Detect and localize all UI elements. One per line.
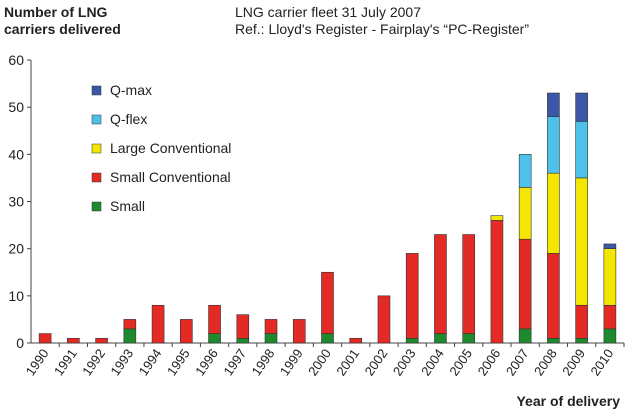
bar-segment-large-conventional [547,172,560,254]
bar-segment-small-conventional [151,304,165,344]
bar-segment-large-conventional [603,248,617,306]
bar-segment-small-conventional [349,337,363,344]
bar-segment-small-conventional [405,253,419,339]
bar-segment-small [321,333,334,344]
y-tick-label: 30 [8,194,24,210]
bar-segment-large-conventional [518,187,532,240]
x-tick-label: 1992 [79,346,108,378]
bar-segment-small-conventional [518,238,532,330]
bar-segment-small-conventional [38,333,52,344]
legend-swatch [91,201,102,212]
y-tick-label: 60 [8,52,24,68]
y-tick-label: 20 [8,241,24,257]
bar-segment-small-conventional [462,234,475,334]
x-tick-label: 1991 [51,346,80,378]
bar-segment-small-conventional [575,304,588,339]
x-axis-title: Year of delivery [516,393,620,409]
x-tick-label: 2003 [390,346,419,378]
y-tick-label: 50 [8,99,24,115]
bar-segment-small-conventional [67,337,80,344]
x-tick-label: 2004 [418,346,447,378]
bar-segment-small [123,328,137,344]
x-tick-label: 2008 [531,346,560,378]
bar-segment-small [208,333,221,344]
x-tick-label: 2002 [362,346,391,378]
bar-segment-small-conventional [180,319,193,344]
bar-segment-small-conventional [292,319,306,344]
legend-label: Large Conventional [110,140,231,156]
legend-label: Q-max [110,82,152,98]
bar-segment-q-flex [575,121,588,179]
bar-segment-small [236,337,250,344]
bar-segment-small [518,328,532,344]
x-tick-label: 1995 [164,346,193,378]
x-tick-label: 2000 [305,346,334,378]
chart-title-block: LNG carrier fleet 31 July 2007 Ref.: Llo… [235,4,529,38]
chart-title: LNG carrier fleet 31 July 2007 [235,4,421,20]
y-tick-label: 0 [16,335,24,351]
legend-swatch [91,143,102,154]
x-tick-label: 1999 [277,346,306,378]
bar-segment-small [575,337,588,344]
bar-segment-small-conventional [321,271,334,334]
bar-segment-small-conventional [547,253,560,339]
legend-swatch [91,172,102,183]
bar-segment-small [434,333,447,344]
x-tick-label: 1998 [249,346,278,378]
x-tick-label: 2005 [446,346,475,378]
bar-segment-small [264,333,278,344]
bar-segment-small-conventional [434,234,447,334]
x-tick-label: 1990 [23,346,52,378]
y-tick-label: 10 [8,288,24,304]
legend-swatch [91,114,102,125]
x-tick-label: 2009 [559,346,588,378]
legend-label: Small Conventional [110,169,231,185]
bar-segment-small [462,333,475,344]
legend-label: Small [110,198,145,214]
bar-segment-small-conventional [236,314,250,339]
chart-subtitle: Ref.: Lloyd's Register - Fairplay's “PC-… [235,21,529,37]
bar-segment-small [547,337,560,344]
bar-segment-q-max [575,92,588,122]
x-tick-label: 2010 [587,346,616,378]
y-tick-label: 40 [8,146,24,162]
bar-segment-q-flex [518,154,532,188]
x-tick-label: 1994 [136,346,165,378]
bar-segment-small [405,337,419,344]
x-tick-label: 1996 [192,346,221,378]
bar-segment-small-conventional [490,220,504,344]
bar-segment-q-flex [547,116,560,174]
bar-segment-small-conventional [123,319,137,330]
bar-segment-q-max [547,92,560,117]
x-tick-label: 2007 [503,346,532,378]
bar-segment-small-conventional [95,337,108,344]
bar-segment-q-max [603,243,617,249]
bar-segment-small-conventional [208,304,221,334]
legend-swatch [91,85,102,96]
bar-segment-small-conventional [377,295,391,344]
x-tick-label: 2006 [475,346,504,378]
bar-segment-small-conventional [264,319,278,334]
y-axis-title: Number of LNG carriers delivered [4,4,121,37]
bar-segment-small [603,328,617,344]
bar-segment-small-conventional [603,304,617,330]
x-tick-label: 1993 [107,346,136,378]
bar-segment-large-conventional [575,177,588,306]
x-tick-label: 2001 [333,346,362,378]
bar-segment-large-conventional [490,215,504,221]
x-tick-label: 1997 [220,346,249,378]
legend-label: Q-flex [110,111,147,127]
